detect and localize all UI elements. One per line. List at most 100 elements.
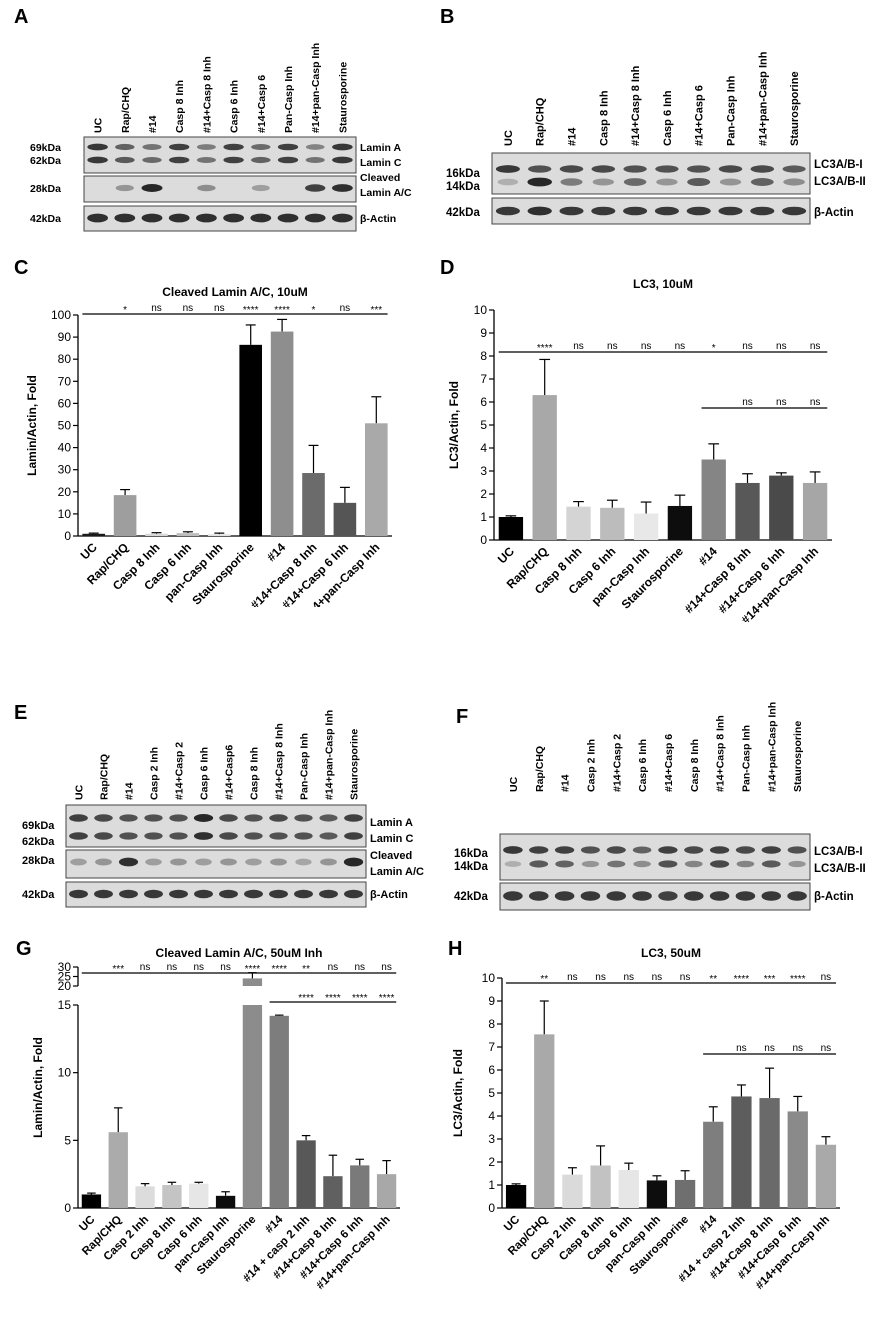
panel-label-a: A [14,6,29,28]
lane-label: Rap/CHQ [535,97,547,146]
bar [590,1165,611,1208]
band-label: Lamin A [370,817,413,829]
y-tick-label: 90 [58,330,72,344]
significance-mark: **** [298,993,314,1004]
significance-mark: **** [243,305,259,316]
blot-band [295,858,312,866]
y-tick-label: 20 [58,485,72,499]
y-tick-label: 5 [488,1086,495,1100]
blot-band [735,891,756,901]
y-tick-label: 30 [58,960,72,974]
blot-band [592,178,614,186]
significance-mark: ns [140,962,151,973]
lane-label: #14+pan-Casp Inh [310,43,322,133]
y-tick-label: 2 [480,487,487,501]
blot-band [787,846,807,854]
band-label: LC3A/B-I [814,846,863,858]
blot-band [527,206,552,216]
y-tick-label: 10 [58,1066,72,1080]
bar-chart-c: Cleaved Lamin A/C, 10uM Lamin/Actin, Fold… [25,285,392,607]
blot-band [142,144,162,150]
bar [296,1140,316,1208]
blot-band [304,213,326,223]
significance-mark: ns [354,962,365,973]
blot-band [559,206,584,216]
lane-label: #14+Casp 8 Inh [630,65,642,146]
significance-mark: ns [736,1043,747,1054]
blot-band [95,858,112,866]
band-label: Lamin C [360,157,402,169]
lane-label: Rap/CHQ [120,87,132,133]
blot-band [343,857,364,867]
significance-mark: ns [776,397,787,408]
chart-title: LC3, 10uM [633,277,693,291]
blot-band [332,143,353,151]
bar [759,1098,780,1208]
blot-band [709,846,730,854]
blot-band [277,143,299,151]
blot-band [115,143,135,151]
blot-band [344,814,363,822]
blot-band [169,143,190,151]
blot-band [220,858,237,866]
category-label: #14 [696,544,720,568]
blot-band [94,814,113,822]
y-tick-label: 1 [480,510,487,524]
blot-band [294,889,313,899]
significance-mark: **** [274,305,290,316]
bar [113,495,137,536]
blot-band [244,814,263,822]
blot-band [710,860,730,868]
significance-mark: **** [352,993,368,1004]
blot-band [761,891,782,901]
significance-mark: **** [245,964,261,975]
significance-mark: **** [379,993,395,1004]
blot-band [251,184,270,192]
significance-mark: ns [821,1043,832,1054]
panel-label-d: D [440,257,455,279]
bar [242,978,263,986]
significance-mark: ns [183,303,194,314]
bar [269,1015,289,1208]
blot-band [684,846,704,854]
significance-mark: ns [764,1043,775,1054]
significance-mark: ns [821,972,832,983]
blot-band [527,177,552,187]
bar [532,395,557,540]
blot-band [87,143,108,151]
bar [633,513,659,540]
significance-mark: ns [381,962,392,973]
bar [176,533,200,536]
mw-label: 69kDa [22,820,55,832]
y-tick-label: 3 [480,464,487,478]
lane-label: #14+Casp 2 [611,734,623,792]
blot-band [69,814,88,822]
blot-band [294,814,313,822]
significance-mark: ns [641,341,652,352]
blot-band [219,814,238,822]
lane-label: #14+Casp 6 [256,75,268,133]
bar [364,423,388,536]
bar [735,482,760,540]
lane-label: UC [74,784,86,800]
blot-band [319,889,338,899]
y-tick-label: 6 [480,395,487,409]
bar [242,1005,263,1208]
blot-band [607,860,626,868]
blot-band [305,157,325,163]
lane-label: Casp 6 Inh [662,90,674,146]
blot-band [632,846,652,854]
y-tick-label: 30 [58,463,72,477]
y-tick-label: 0 [488,1201,495,1215]
significance-mark: ns [680,972,691,983]
significance-mark: ns [607,341,618,352]
mw-label: 42kDa [454,891,488,903]
blot-band [782,206,807,216]
lane-label: Pan-Casp Inh [299,733,311,800]
blot-band [503,846,523,854]
blot-band [719,178,742,186]
category-label: UC [495,544,517,566]
category-label: Staurosporine [619,544,687,612]
blot-band [735,846,755,854]
blot-band [144,814,163,822]
